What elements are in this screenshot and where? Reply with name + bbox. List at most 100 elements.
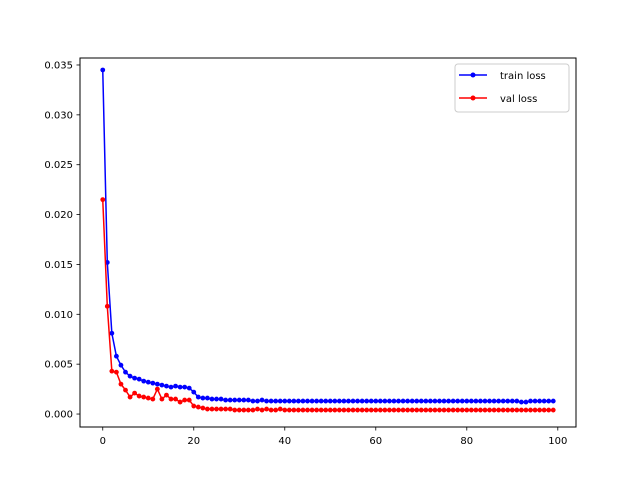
train-loss-point bbox=[441, 398, 447, 404]
val-loss-point bbox=[537, 407, 542, 413]
train-loss-point bbox=[114, 353, 119, 359]
val-loss-point bbox=[423, 407, 429, 413]
train-loss-point bbox=[373, 398, 379, 404]
val-loss-point bbox=[118, 381, 124, 387]
val-loss-point bbox=[364, 407, 370, 413]
train-loss-point bbox=[437, 398, 442, 404]
train-loss-point bbox=[259, 397, 265, 403]
val-loss-point bbox=[100, 197, 106, 203]
train-loss-point bbox=[245, 397, 251, 403]
val-loss-point bbox=[332, 407, 338, 413]
train-loss-point bbox=[336, 398, 342, 404]
train-loss-point bbox=[323, 398, 329, 404]
train-loss-point bbox=[537, 398, 542, 404]
val-loss-point bbox=[414, 407, 420, 413]
val-loss-point bbox=[346, 407, 351, 413]
x-tick-label: 20 bbox=[187, 436, 200, 447]
val-loss-point bbox=[409, 407, 415, 413]
plot-frame bbox=[79, 57, 577, 428]
train-loss-point bbox=[168, 384, 174, 390]
val-loss-point bbox=[277, 406, 283, 412]
train-loss-point bbox=[145, 379, 151, 385]
val-loss-point bbox=[145, 395, 151, 401]
train-loss-point bbox=[509, 398, 515, 404]
train-loss-point bbox=[355, 398, 360, 404]
train-loss-point bbox=[291, 398, 297, 404]
x-tick-label: 80 bbox=[460, 436, 473, 447]
val-loss-point bbox=[286, 407, 292, 413]
val-loss-point bbox=[168, 396, 174, 402]
train-loss-point bbox=[150, 380, 156, 386]
val-loss-point bbox=[291, 407, 297, 413]
train-loss-point bbox=[154, 381, 160, 387]
train-loss-point bbox=[127, 373, 133, 379]
val-loss-point bbox=[227, 406, 233, 412]
train-loss-point bbox=[309, 398, 315, 404]
train-loss-point bbox=[268, 398, 274, 404]
y-tick-label: 0.000 bbox=[44, 410, 73, 421]
axes-layer: 0 20 40 60 80 100 0.000 0.005 0.010 0.015 0.020 0.0… bbox=[44, 60, 567, 447]
val-loss-point bbox=[482, 407, 488, 413]
train-loss-point bbox=[327, 398, 333, 404]
val-loss-point bbox=[478, 407, 483, 413]
train-loss-point bbox=[173, 383, 178, 389]
val-loss-point bbox=[164, 392, 169, 398]
val-loss-point bbox=[232, 407, 238, 413]
val-loss-point bbox=[355, 407, 360, 413]
train-loss-point bbox=[159, 382, 165, 388]
train-loss-point bbox=[255, 398, 260, 404]
train-loss-point bbox=[514, 398, 520, 404]
val-loss-point bbox=[236, 407, 242, 413]
val-loss-point bbox=[318, 407, 324, 413]
y-tick-label: 0.030 bbox=[44, 110, 73, 121]
y-tick-label: 0.005 bbox=[44, 360, 73, 371]
val-loss-point bbox=[186, 397, 192, 403]
legend-train-marker bbox=[470, 72, 476, 78]
legend: train loss val loss bbox=[454, 63, 570, 113]
val-loss-point bbox=[255, 406, 260, 412]
train-loss-point bbox=[528, 398, 533, 404]
train-loss-point bbox=[341, 398, 347, 404]
train-loss-point bbox=[396, 398, 401, 404]
val-loss-point bbox=[400, 407, 406, 413]
val-loss-point bbox=[523, 407, 529, 413]
val-loss-point bbox=[136, 393, 142, 399]
train-loss-point bbox=[214, 396, 219, 402]
val-loss-point bbox=[268, 407, 274, 413]
train-loss-point bbox=[405, 398, 411, 404]
val-loss-point bbox=[487, 407, 492, 413]
val-loss-point bbox=[114, 369, 119, 375]
train-loss-point bbox=[500, 398, 506, 404]
y-tick-label: 0.010 bbox=[44, 310, 73, 321]
y-tick-label: 0.020 bbox=[44, 210, 73, 221]
val-loss-point bbox=[464, 407, 470, 413]
val-loss-point bbox=[223, 406, 229, 412]
train-loss-point bbox=[491, 398, 497, 404]
train-loss-point bbox=[132, 375, 138, 381]
train-loss-point bbox=[182, 384, 188, 390]
legend-val-label: val loss bbox=[500, 94, 537, 105]
legend-box bbox=[454, 63, 570, 113]
train-loss-point bbox=[191, 389, 197, 395]
train-loss-point bbox=[532, 398, 538, 404]
train-loss-point bbox=[227, 397, 233, 403]
val-loss-point bbox=[500, 407, 506, 413]
train-loss-point bbox=[427, 398, 433, 404]
val-loss-point bbox=[205, 406, 210, 412]
x-tick-label: 100 bbox=[548, 436, 567, 447]
val-loss-point bbox=[387, 407, 392, 413]
train-loss-point bbox=[346, 398, 351, 404]
val-loss-point bbox=[127, 394, 133, 400]
train-loss-point bbox=[300, 398, 306, 404]
train-loss-point bbox=[273, 398, 279, 404]
legend-train-label: train loss bbox=[500, 71, 546, 82]
train-loss-point bbox=[332, 398, 338, 404]
val-loss-point bbox=[141, 394, 147, 400]
val-loss-point bbox=[218, 406, 224, 412]
train-loss-point bbox=[423, 398, 429, 404]
val-loss-point bbox=[528, 407, 533, 413]
val-loss-point bbox=[323, 407, 329, 413]
y-tick-label: 0.015 bbox=[44, 260, 73, 271]
train-loss-point bbox=[195, 394, 201, 400]
